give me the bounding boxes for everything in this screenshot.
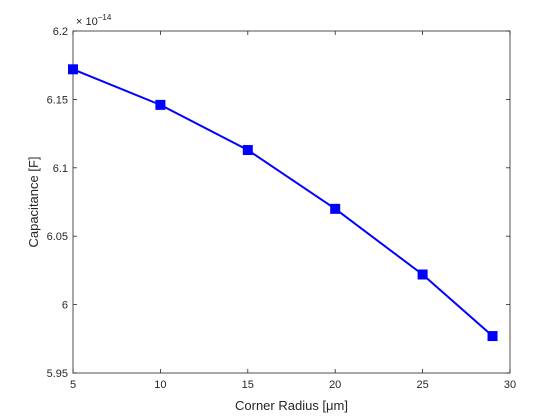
data-point-marker xyxy=(243,146,252,155)
data-point-marker xyxy=(331,204,340,213)
x-tick-label: 20 xyxy=(329,379,341,391)
x-tick-label: 5 xyxy=(70,379,76,391)
y-axis-exponent-label: × 10−14 xyxy=(76,13,112,28)
data-point-marker xyxy=(156,100,165,109)
data-point-marker xyxy=(69,65,78,74)
y-tick-label: 6.15 xyxy=(47,94,68,106)
x-axis-label: Corner Radius [μm] xyxy=(235,398,348,413)
y-axis-label: Capacitance [F] xyxy=(26,156,41,247)
y-tick-label: 6.05 xyxy=(47,231,68,243)
x-tick-label: 30 xyxy=(504,379,516,391)
x-tick-label: 15 xyxy=(242,379,254,391)
data-point-marker xyxy=(488,332,497,341)
plot-area xyxy=(73,31,510,373)
y-tick-label: 6.2 xyxy=(53,26,68,38)
y-tick-label: 5.95 xyxy=(47,368,68,380)
y-tick-label: 6.1 xyxy=(53,163,68,175)
data-point-marker xyxy=(418,270,427,279)
y-tick-label: 6 xyxy=(62,300,68,312)
x-tick-label: 25 xyxy=(416,379,428,391)
x-tick-label: 10 xyxy=(154,379,166,391)
